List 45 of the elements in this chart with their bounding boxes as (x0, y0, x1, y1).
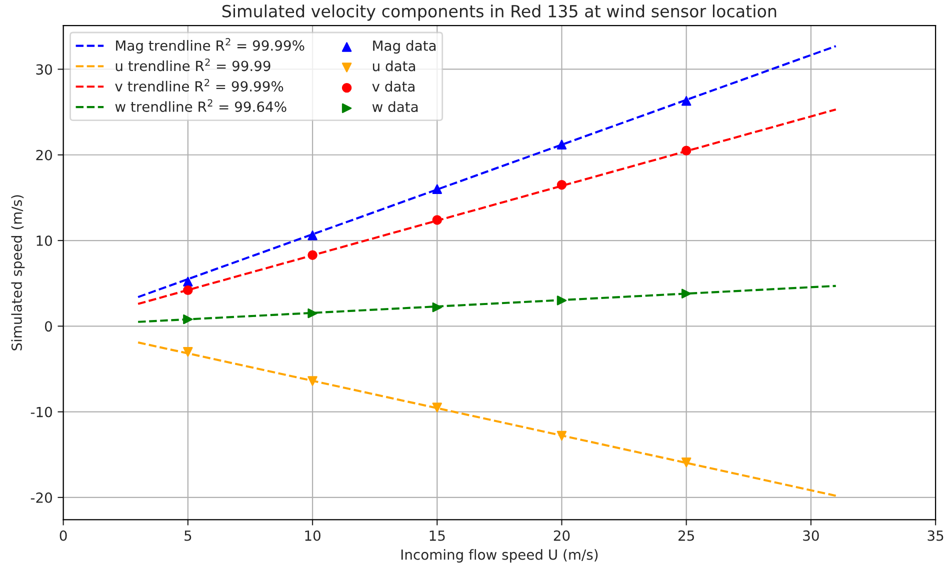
x-tick-label: 15 (430, 530, 445, 541)
y-axis-title: Simulated speed (m/s) (11, 195, 25, 350)
y-tick-label: -10 (30, 406, 52, 418)
point (308, 308, 318, 318)
point (183, 285, 193, 296)
legend-label: Mag data (373, 40, 436, 54)
x-tick-label: 30 (803, 530, 819, 541)
point (432, 402, 442, 412)
point (308, 230, 318, 240)
point (681, 457, 692, 468)
point (681, 96, 692, 106)
point (681, 288, 692, 298)
point (681, 146, 692, 156)
point (432, 302, 442, 312)
y-tick-label: 0 (44, 321, 52, 332)
legend-label: v trendline R$^{2}$ = 99.99% (115, 78, 284, 92)
point (308, 250, 318, 260)
legend-label: Mag trendline R$^{2}$ = 99.99% (116, 38, 304, 54)
x-tick-label: 0 (60, 530, 67, 541)
point (556, 140, 567, 150)
x-tick-label: 35 (928, 530, 944, 541)
point (556, 180, 567, 190)
legend-label: u trendline R$^{2}$ = 99.99 (116, 58, 270, 72)
point (183, 347, 193, 357)
point (432, 215, 442, 225)
legend-label: v data (372, 80, 414, 92)
point (556, 296, 567, 306)
x-axis-title: Incoming flow speed U (m/s) (401, 549, 598, 563)
legend-label: w trendline R$^{2}$ = 99.64% (115, 99, 286, 112)
y-tick-label: 20 (36, 150, 52, 160)
x-tick-label: 20 (554, 530, 570, 541)
chart-title: Simulated velocity components in Red 135 at wind sensor location (222, 4, 776, 21)
y-tick-label: -20 (30, 492, 52, 503)
x-tick-label: 10 (305, 530, 320, 541)
point (308, 376, 318, 386)
y-tick-label: 30 (36, 64, 52, 75)
x-tick-label: 5 (184, 530, 192, 541)
point (183, 314, 193, 324)
y-tick-label: 10 (36, 235, 52, 246)
point (183, 276, 193, 286)
x-tick-label: 25 (678, 530, 694, 541)
legend-label: u data (372, 60, 416, 72)
point (432, 184, 442, 194)
legend-label: w data (372, 101, 418, 112)
point (556, 430, 567, 441)
